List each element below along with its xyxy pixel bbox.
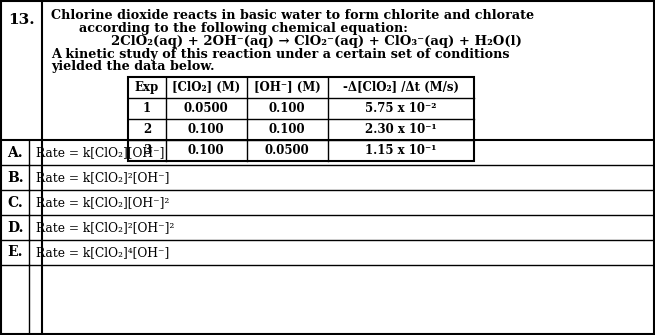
Text: Rate = k[ClO₂]⁴[OH⁻]: Rate = k[ClO₂]⁴[OH⁻]	[35, 246, 169, 259]
Text: B.: B.	[7, 171, 24, 185]
Text: A kinetic study of this reaction under a certain set of conditions: A kinetic study of this reaction under a…	[51, 48, 510, 61]
Text: [OH⁻] (M): [OH⁻] (M)	[254, 81, 321, 94]
Text: 2.30 x 10⁻¹: 2.30 x 10⁻¹	[365, 123, 436, 136]
Text: 0.0500: 0.0500	[265, 144, 309, 157]
Text: E.: E.	[7, 246, 23, 260]
Bar	[128, 77, 473, 161]
Text: D.: D.	[7, 220, 23, 234]
Text: Rate = k[ClO₂]²[OH⁻]²: Rate = k[ClO₂]²[OH⁻]²	[35, 221, 174, 234]
Text: 2: 2	[143, 123, 151, 136]
Text: 5.75 x 10⁻²: 5.75 x 10⁻²	[365, 102, 436, 115]
Text: 3: 3	[143, 144, 151, 157]
Text: [ClO₂] (M): [ClO₂] (M)	[172, 81, 240, 94]
Text: 0.100: 0.100	[269, 123, 305, 136]
Text: Rate = k[ClO₂]²[OH⁻]: Rate = k[ClO₂]²[OH⁻]	[35, 171, 169, 184]
Text: Chlorine dioxide reacts in basic water to form chlorite and chlorate: Chlorine dioxide reacts in basic water t…	[51, 9, 535, 22]
Text: 0.100: 0.100	[188, 123, 224, 136]
Text: 0.100: 0.100	[188, 144, 224, 157]
Text: Exp: Exp	[135, 81, 159, 94]
Text: 1: 1	[143, 102, 151, 115]
Text: 0.100: 0.100	[269, 102, 305, 115]
Text: A.: A.	[7, 145, 23, 159]
Text: yielded the data below.: yielded the data below.	[51, 60, 215, 73]
Text: 13.: 13.	[9, 13, 35, 27]
Text: C.: C.	[7, 196, 23, 209]
Text: 2ClO₂(aq) + 2OH⁻(aq) → ClO₂⁻(aq) + ClO₃⁻(aq) + H₂O(l): 2ClO₂(aq) + 2OH⁻(aq) → ClO₂⁻(aq) + ClO₃⁻…	[110, 35, 521, 48]
Text: -Δ[ClO₂] /Δt (M/s): -Δ[ClO₂] /Δt (M/s)	[343, 81, 459, 94]
Text: Rate = k[ClO₂][OH⁻]²: Rate = k[ClO₂][OH⁻]²	[35, 196, 169, 209]
Text: 0.0500: 0.0500	[184, 102, 228, 115]
Text: Rate = k[ClO₂][OH⁻]: Rate = k[ClO₂][OH⁻]	[35, 146, 164, 159]
Text: according to the following chemical equation:: according to the following chemical equa…	[79, 22, 408, 35]
Text: 1.15 x 10⁻¹: 1.15 x 10⁻¹	[365, 144, 436, 157]
